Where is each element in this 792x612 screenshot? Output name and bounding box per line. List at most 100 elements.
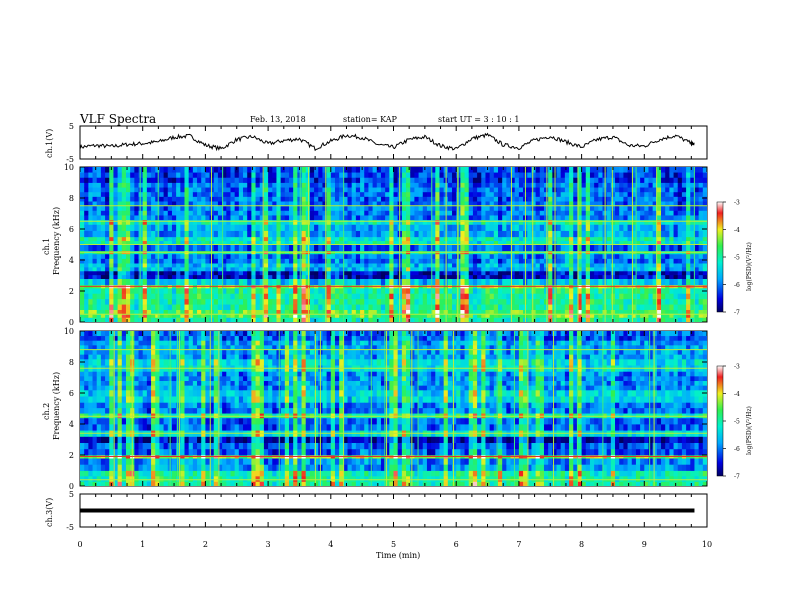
spectrogram-cell: [498, 205, 503, 211]
spectrogram-cell: [539, 266, 545, 272]
spectrogram-cell: [368, 313, 373, 318]
spectrogram-cell: [84, 244, 89, 252]
spectrogram-cell: [146, 309, 152, 314]
spectrogram-cell: [606, 258, 612, 264]
spectrogram-cell: [238, 313, 244, 318]
spectrogram-cell: [289, 224, 294, 231]
spectrogram-cell: [222, 230, 227, 238]
spectrogram-cell: [673, 253, 679, 259]
spectrogram-cell: [690, 304, 695, 311]
spectrogram-cell: [581, 253, 587, 259]
spectrogram-cell: [347, 287, 353, 294]
spectrogram-cell: [502, 258, 507, 264]
spectrogram-cell: [314, 317, 319, 322]
spectrogram-cell: [452, 182, 457, 188]
spectrogram-cell: [318, 177, 323, 183]
spectrogram-cell: [251, 219, 256, 225]
spectrogram-cell: [84, 201, 89, 207]
spectrogram-cell: [631, 298, 637, 305]
spectrogram-cell: [585, 263, 591, 268]
spectrogram-cell: [197, 172, 202, 178]
spectrogram-cell: [255, 167, 261, 173]
spectrogram-cell: [217, 187, 223, 193]
spectrogram-cell: [656, 313, 662, 318]
spectrogram-cell: [339, 236, 344, 242]
spectrogram-cell: [276, 210, 282, 216]
spectrogram-cell: [414, 219, 419, 225]
spectrogram-cell: [619, 309, 624, 314]
spectrogram-cell: [493, 224, 499, 231]
spectrogram-cell: [247, 219, 252, 225]
spectrogram-cell: [506, 210, 511, 216]
spectrogram-cell: [581, 215, 587, 221]
spectrogram-cell: [694, 224, 700, 231]
spectrogram-cell: [648, 263, 654, 268]
spectrogram-cell: [627, 263, 633, 268]
spectrogram-cell: [155, 224, 160, 231]
spectrogram-cell: [297, 266, 302, 272]
spectrogram-cell: [263, 317, 269, 322]
spectrogram-cell: [493, 317, 499, 322]
spectrogram-cell: [318, 236, 323, 242]
spectrogram-cell: [644, 187, 649, 193]
spectrogram-cell: [360, 236, 365, 242]
spectrogram-cell: [255, 201, 261, 207]
spectrogram-cell: [485, 287, 491, 294]
spectrogram-cell: [326, 287, 332, 294]
spectrogram-cell: [259, 266, 265, 272]
spectrogram-cell: [293, 240, 298, 245]
spectrogram-cell: [105, 230, 110, 238]
spectrogram-cell: [581, 219, 587, 225]
spectrogram-cell: [130, 167, 135, 173]
spectrogram-cell: [640, 167, 645, 173]
spectrogram-cell: [326, 240, 332, 245]
spectrogram-cell: [238, 236, 244, 242]
spectrogram-cell: [146, 230, 152, 238]
spectrogram-cell: [694, 215, 700, 221]
spectrogram-cell: [414, 236, 419, 242]
spectrogram-cell: [343, 215, 348, 221]
spectrogram-cell: [426, 270, 432, 276]
spectrogram-cell: [167, 219, 173, 225]
spectrogram-cell: [105, 240, 110, 245]
spectrogram-cell: [502, 230, 507, 238]
spectrogram-cell: [334, 236, 340, 242]
spectrogram-cell: [489, 224, 495, 231]
spectrogram-cell: [539, 215, 545, 221]
spectrogram-cell: [109, 287, 114, 294]
spectrogram-cell: [472, 270, 478, 276]
spectrogram-cell: [569, 236, 574, 242]
spectrogram-cell: [84, 230, 89, 238]
spectrogram-cell: [548, 309, 553, 314]
spectrogram-cell: [452, 258, 457, 264]
spectrogram-cell: [485, 274, 491, 280]
spectrogram-cell: [677, 244, 683, 252]
spectrogram-cell: [385, 258, 390, 264]
spectrogram-cell: [640, 287, 645, 294]
spectrogram-cell: [585, 182, 591, 188]
spectrogram-cell: [656, 274, 662, 280]
spectrogram-cell: [681, 287, 687, 294]
spectrogram-cell: [447, 304, 453, 311]
spectrogram-cell: [640, 201, 645, 207]
spectrogram-cell: [330, 210, 336, 216]
spectrogram-cell: [585, 309, 591, 314]
spectrogram-cell: [585, 191, 591, 197]
spectrogram-cell: [217, 263, 223, 268]
spectrogram-cell: [619, 196, 624, 202]
spectrogram-cell: [247, 201, 252, 207]
spectrogram-cell: [351, 219, 357, 225]
spectrogram-cell: [117, 177, 123, 183]
spectrogram-cell: [477, 172, 482, 178]
spectrogram-cell: [272, 201, 277, 207]
spectrogram-cell: [652, 287, 658, 294]
spectrogram-cell: [276, 244, 282, 252]
spectrogram-cell: [167, 304, 173, 311]
spectrogram-cell: [543, 219, 549, 225]
spectrogram-cell: [431, 172, 436, 178]
spectrogram-cell: [314, 274, 319, 280]
spectrogram-cell: [485, 278, 491, 286]
spectrogram-cell: [176, 201, 181, 207]
spectrogram-cell: [631, 167, 637, 173]
spectrogram-cell: [598, 219, 603, 225]
